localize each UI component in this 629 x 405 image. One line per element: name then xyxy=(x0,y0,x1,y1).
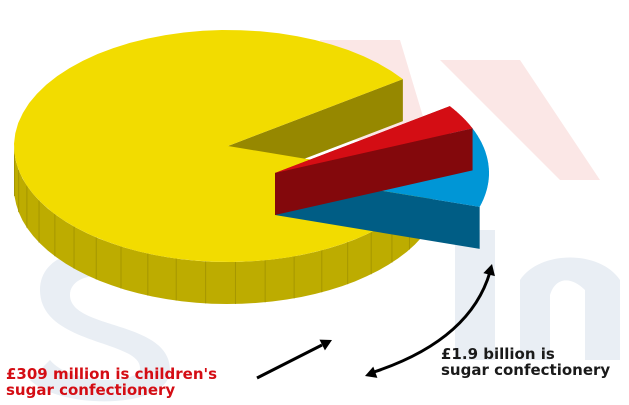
pie-slices xyxy=(14,30,489,304)
sugar-confectionery-annotation: £1.9 billion is sugar confectionery xyxy=(441,346,610,378)
sugar-annotation-line-2: sugar confectionery xyxy=(441,361,611,379)
slice-1-top xyxy=(275,106,473,173)
slice-0-side xyxy=(14,146,433,304)
watermark-shape-2 xyxy=(30,249,170,402)
arrow-head xyxy=(365,366,378,378)
watermark-shape-0 xyxy=(440,60,600,180)
slice-1-group xyxy=(275,106,473,215)
children-annotation-line-2: sugar confectionery xyxy=(6,381,176,399)
sugar-annotation-line-1: £1.9 billion is xyxy=(441,345,555,363)
watermark-shape-3 xyxy=(455,230,495,360)
arrow-head xyxy=(319,339,332,351)
annotation-arrows xyxy=(256,264,495,380)
arrow-head xyxy=(483,264,495,277)
slice-1-cut-1 xyxy=(275,128,473,215)
watermark-shape-4 xyxy=(520,257,620,360)
children-arrow-line xyxy=(256,343,323,380)
children-annotation-line-1: £309 million is children's xyxy=(6,365,218,383)
sugar-arrow-curve xyxy=(373,271,492,374)
children-confectionery-annotation: £309 million is children's sugar confect… xyxy=(6,366,217,398)
